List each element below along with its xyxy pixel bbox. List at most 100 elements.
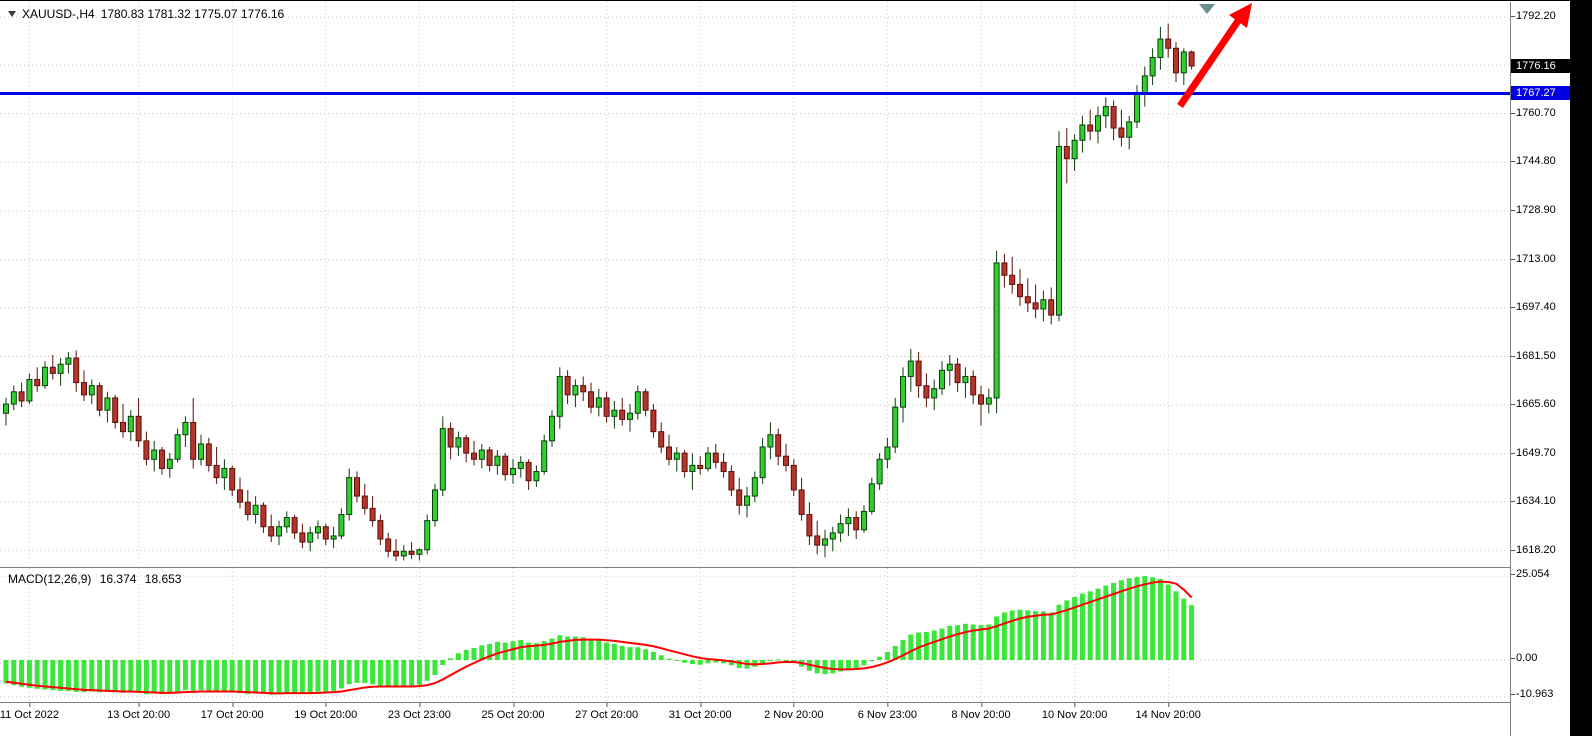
macd-histogram-bar	[1033, 611, 1039, 660]
candle-down	[697, 464, 704, 469]
time-scale-label: 14 Nov 20:00	[1135, 703, 1201, 721]
candle-down	[525, 461, 532, 482]
macd-histogram-bar	[175, 660, 181, 692]
candle-up	[829, 532, 836, 540]
candle-up	[315, 526, 321, 534]
macd-histogram-bar	[736, 660, 742, 669]
candle-up	[307, 532, 314, 543]
candle-down	[377, 520, 384, 540]
candle-up	[931, 388, 938, 399]
macd-histogram-bar	[463, 649, 469, 660]
candle-up	[892, 406, 899, 448]
macd-histogram-bar	[58, 660, 64, 691]
candle-up	[1102, 106, 1109, 117]
hline-price-tag: 1767.27	[1511, 86, 1570, 101]
symbol-triangle-icon	[8, 11, 16, 17]
macd-histogram-bar	[440, 660, 446, 666]
candle-up	[416, 549, 423, 555]
candle-up	[151, 449, 158, 460]
macd-histogram-bar	[869, 660, 875, 662]
price-scale-label: 1681.50	[1511, 349, 1556, 362]
candle-down	[790, 464, 797, 491]
candle-up	[1079, 124, 1086, 141]
macd-histogram-bar	[1134, 576, 1140, 660]
macd-histogram-bar	[299, 660, 305, 694]
macd-histogram-bar	[128, 660, 134, 692]
macd-histogram-bar	[370, 660, 376, 685]
candle-up	[541, 440, 548, 473]
trend-arrow-shaft[interactable]	[1177, 16, 1243, 108]
macd-histogram-bar	[65, 660, 71, 692]
candle-down	[463, 437, 470, 454]
macd-histogram-bar	[1056, 604, 1062, 660]
candle-up	[845, 517, 852, 525]
macd-histogram-bar	[611, 643, 617, 660]
macd-histogram-bar	[767, 660, 773, 661]
candle-up	[10, 391, 17, 405]
candle-down	[1087, 124, 1094, 132]
candle-up	[689, 464, 696, 473]
candle-down	[229, 467, 236, 491]
candle-down	[1063, 145, 1070, 160]
macd-histogram-bar	[674, 660, 680, 661]
candle-up	[182, 421, 189, 436]
candle-down	[96, 385, 103, 411]
macd-histogram-bar	[19, 660, 25, 687]
candle-up	[88, 385, 95, 396]
macd-histogram-bar	[1079, 593, 1085, 660]
trend-arrow-head[interactable]	[1229, 3, 1252, 28]
macd-histogram-bar	[713, 660, 719, 663]
candle-up	[868, 483, 875, 512]
candle-down	[361, 495, 368, 509]
macd-histogram-bar	[1142, 576, 1148, 660]
candle-up	[283, 517, 290, 528]
macd-canvas[interactable]	[0, 568, 1510, 702]
macd-scale-label: -10.963	[1510, 688, 1554, 700]
macd-histogram-bar	[908, 634, 914, 660]
candle-up	[876, 458, 883, 485]
candle-up	[549, 415, 555, 442]
candle-up	[993, 262, 1000, 399]
macd-histogram-bar	[487, 643, 493, 660]
candle-down	[580, 385, 587, 393]
macd-histogram-bar	[11, 660, 17, 686]
macd-histogram-bar	[1173, 591, 1179, 660]
candle-down	[1118, 127, 1125, 138]
candle-down	[393, 550, 399, 557]
macd-histogram-bar	[1189, 605, 1195, 660]
time-scale-label: 25 Oct 20:00	[481, 703, 545, 721]
macd-histogram-bar	[697, 660, 703, 665]
macd-histogram-bar	[853, 660, 859, 669]
candle-up	[1040, 299, 1047, 310]
main-chart-region: XAUUSD-,H4 1780.83 1781.32 1775.07 1776.…	[0, 2, 1510, 737]
macd-histogram-bar	[346, 660, 352, 685]
main-chart-canvas[interactable]	[0, 2, 1510, 566]
macd-indicator-label: MACD(12,26,9) 16.374 18.653	[8, 572, 186, 586]
candle-down	[486, 449, 493, 466]
macd-histogram-bar	[619, 645, 625, 660]
macd-histogram-bar	[541, 641, 547, 660]
macd-histogram-bar	[151, 660, 157, 694]
macd-histogram-bar	[721, 660, 727, 664]
current-price-tag: 1776.16	[1511, 59, 1570, 74]
macd-histogram-bar	[955, 625, 961, 660]
candle-up	[767, 434, 774, 448]
macd-histogram-bar	[838, 660, 844, 672]
price-scale[interactable]: 1776.16 1767.27 1792.20 1760.70 1744.80 172…	[1510, 2, 1570, 736]
candle-up	[3, 403, 9, 414]
time-axis[interactable]: 11 Oct 2022 13 Oct 20:00 17 Oct 20:00 19 Oc…	[0, 702, 1510, 737]
time-scale-label: 17 Oct 20:00	[200, 703, 264, 721]
macd-histogram-bar	[986, 624, 992, 660]
candle-up	[884, 446, 891, 460]
macd-histogram-bar	[1118, 580, 1124, 660]
candle-up	[1149, 56, 1156, 77]
macd-histogram-bar	[923, 631, 929, 660]
candle-up	[252, 504, 259, 515]
candle-down	[658, 431, 665, 448]
time-scale-label: 13 Oct 20:00	[107, 703, 171, 721]
macd-histogram-bar	[260, 660, 266, 694]
candle-up	[1126, 121, 1133, 138]
object-anchor-icon	[1199, 4, 1215, 14]
macd-scale-label: 25.054	[1511, 568, 1550, 581]
price-scale-label: 1649.70	[1511, 447, 1556, 460]
